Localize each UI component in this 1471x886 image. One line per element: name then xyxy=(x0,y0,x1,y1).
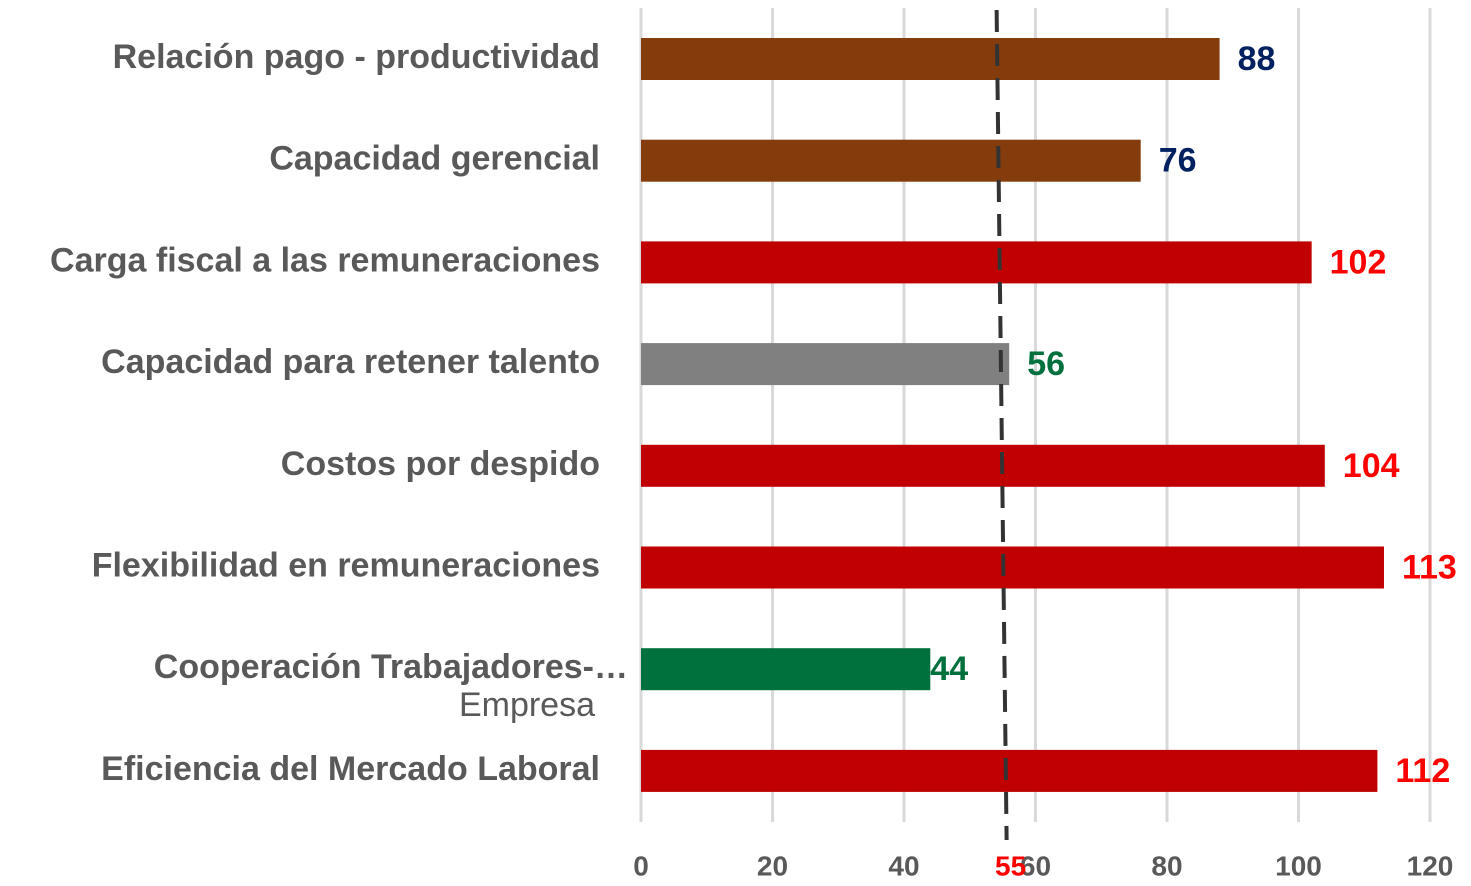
bar xyxy=(641,241,1312,284)
data-label: 102 xyxy=(1330,243,1387,281)
bar xyxy=(641,38,1220,80)
category-label: Cooperación Trabajadores-… Empresa xyxy=(154,648,628,724)
category-label: Flexibilidad en remuneraciones xyxy=(92,546,600,584)
x-tick-label: 0 xyxy=(633,850,649,881)
x-tick-label: 60 xyxy=(1020,850,1051,881)
bar xyxy=(641,139,1141,182)
bar xyxy=(641,648,931,691)
category-label: Capacidad para retener talento xyxy=(101,343,600,381)
data-label: 56 xyxy=(1027,345,1065,383)
bar xyxy=(641,444,1325,487)
category-label: Carga fiscal a las remuneraciones xyxy=(50,241,600,279)
reference-line xyxy=(994,9,1009,841)
data-label: 113 xyxy=(1402,548,1457,586)
reference-label: 55 xyxy=(995,850,1026,881)
x-tick-label: 80 xyxy=(1151,850,1182,881)
data-label: 112 xyxy=(1395,752,1450,790)
category-label: Relación pago - productividad xyxy=(113,38,600,76)
bar xyxy=(641,749,1378,792)
x-tick-label: 100 xyxy=(1275,850,1322,881)
data-label: 44 xyxy=(930,650,968,688)
category-label: Costos por despido xyxy=(281,445,600,483)
bar xyxy=(641,546,1384,589)
bar xyxy=(641,343,1010,386)
category-label: Capacidad gerencial xyxy=(269,140,600,178)
x-tick-label: 120 xyxy=(1407,850,1454,881)
data-label: 104 xyxy=(1343,447,1400,485)
x-tick-label: 40 xyxy=(888,850,919,881)
data-label: 76 xyxy=(1159,142,1197,180)
x-tick-label: 20 xyxy=(757,850,788,881)
data-label: 88 xyxy=(1238,40,1276,78)
category-label: Eficiencia del Mercado Laboral xyxy=(101,750,600,788)
